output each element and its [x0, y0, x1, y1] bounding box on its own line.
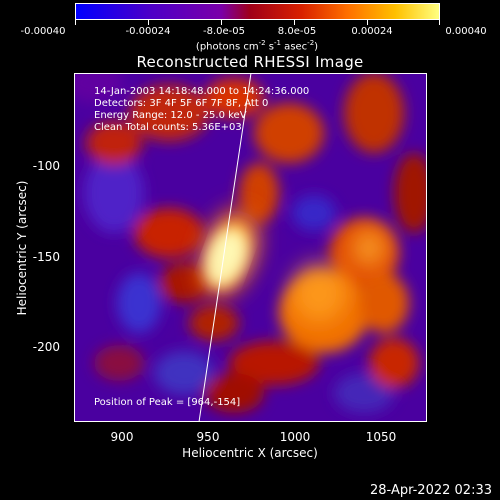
y-axis-label: Heliocentric Y (arcsec) — [15, 180, 29, 316]
colorbar-tick-label: -0.00040 — [20, 26, 66, 37]
y-tick-label: -150 — [32, 250, 60, 264]
plot-timestamp: 28-Apr-2022 02:33 — [370, 483, 492, 498]
colorbar-tick — [148, 20, 149, 25]
x-tick-label: 1050 — [365, 430, 397, 444]
x-tick-label: 900 — [110, 430, 134, 444]
colorbar-tick-label: 0.00040 — [445, 26, 487, 37]
image-title: Reconstructed RHESSI Image — [136, 53, 364, 71]
time-range-label: 14-Jan-2003 14:18:48.000 to 14:24:36.000 — [94, 86, 310, 97]
colorbar-tick — [294, 20, 295, 25]
colorbar-tick-label: -0.00024 — [125, 26, 171, 37]
method-counts-label: Clean Total counts: 5.36E+03 — [94, 122, 242, 133]
peak-position-label: Position of Peak = [964,-154] — [94, 397, 241, 408]
x-tick-label: 1000 — [279, 430, 311, 444]
colorbar-units: (photons cm-2 s-1 asec-2) — [195, 39, 319, 53]
colorbar-tick — [367, 20, 368, 25]
energy-range-label: Energy Range: 12.0 - 25.0 keV — [94, 110, 247, 121]
colorbar-tick-label: 0.00024 — [351, 26, 393, 37]
detectors-label: Detectors: 3F 4F 5F 6F 7F 8F, Att 0 — [94, 98, 269, 109]
colorbar-tick-label: -8.0e-05 — [203, 26, 245, 37]
colorbar-tick — [75, 20, 76, 25]
x-axis-label: Heliocentric X (arcsec) — [182, 446, 318, 460]
colorbar-tick-label: 8.0e-05 — [277, 26, 317, 37]
rhessi-image-plot — [74, 73, 427, 422]
x-tick-label: 950 — [196, 430, 220, 444]
rhessi-image — [74, 73, 427, 422]
colorbar — [75, 3, 440, 20]
colorbar-tick — [221, 20, 222, 25]
colorbar-tick — [439, 20, 440, 25]
solar-limb-line — [198, 73, 252, 422]
y-tick-label: -200 — [32, 340, 60, 354]
y-tick-label: -100 — [32, 159, 60, 173]
